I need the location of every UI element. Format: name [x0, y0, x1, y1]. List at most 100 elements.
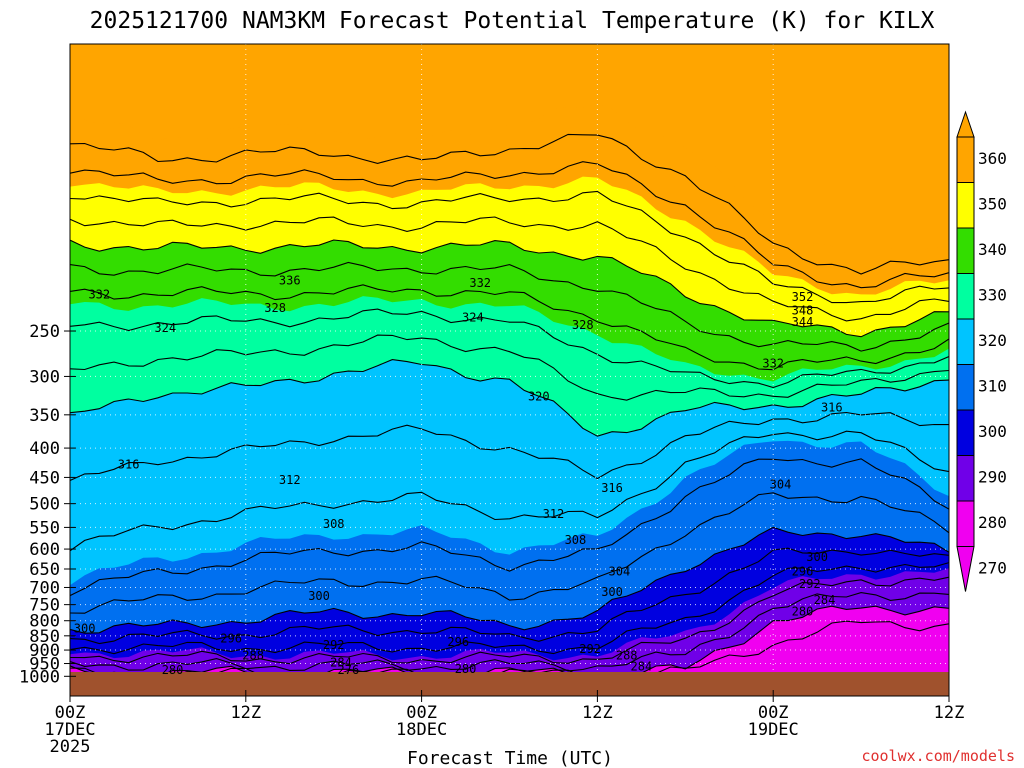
- colorbar-tick-label: 290: [978, 468, 1007, 487]
- contour-label: 300: [806, 550, 828, 564]
- contour-label: 288: [242, 649, 264, 663]
- colorbar-tick-label: 280: [978, 513, 1007, 532]
- isentrope-304: [70, 492, 949, 614]
- contour-label: 276: [338, 663, 360, 677]
- x-axis-label: Forecast Time (UTC): [407, 748, 613, 768]
- x-tick-label: 00Z: [406, 703, 437, 723]
- colorbar-bottom-arrow: [956, 546, 975, 592]
- x-tick-label: 00Z: [55, 703, 86, 723]
- contour-label: 292: [799, 577, 821, 591]
- y-tick-label: 350: [29, 406, 60, 426]
- contour-label: 348: [792, 303, 814, 317]
- isentrope-288: [70, 576, 949, 665]
- credit-text: coolwx.com/models: [861, 747, 1015, 765]
- colorbar-segment-320: [956, 273, 975, 320]
- isentrope-296: [70, 547, 949, 645]
- y-tick-label: 950: [29, 655, 60, 675]
- x-tick-label: 17DEC: [44, 720, 95, 740]
- y-tick-label: 600: [29, 540, 60, 560]
- y-tick-label: 850: [29, 627, 60, 647]
- contour-label: 300: [601, 585, 623, 599]
- contour-label: 316: [601, 481, 623, 495]
- chart-title: 2025121700 NAM3KM Forecast Potential Tem…: [90, 8, 935, 34]
- contour-label: 284: [631, 659, 653, 673]
- contour-label: 312: [543, 507, 565, 521]
- y-tick-label: 800: [29, 612, 60, 632]
- ground-surface: [70, 672, 949, 696]
- contour-label: 308: [323, 517, 345, 531]
- colorbar-tick-label: 360: [978, 149, 1007, 168]
- contour-label: 296: [220, 632, 242, 646]
- x-tick-label: 12Z: [230, 703, 261, 723]
- contour-label: 280: [792, 605, 814, 619]
- contour-label: 296: [792, 565, 814, 579]
- isentrope-344: [70, 216, 949, 322]
- x-tick-label: 19DEC: [748, 720, 799, 740]
- contour-label: 312: [279, 473, 301, 487]
- contour-label: 332: [88, 288, 110, 302]
- isentrope-332: [70, 284, 949, 371]
- isentrope-284: [70, 592, 949, 672]
- isentrope-312: [70, 430, 949, 552]
- contour-label: 328: [572, 318, 594, 332]
- contour-label: 320: [528, 389, 550, 403]
- y-tick-label: 550: [29, 518, 60, 538]
- colorbar: 360 350 340 330 320 310 300 290 280 270: [956, 110, 1007, 592]
- colorbar-segment-310: [956, 318, 975, 365]
- contour-label: 332: [762, 357, 784, 371]
- isentrope-336: [70, 261, 949, 352]
- contour-label: 304: [609, 564, 631, 578]
- contour-label: 284: [814, 593, 836, 607]
- colorbar-tick-label: 270: [978, 559, 1007, 578]
- contour-label: 352: [792, 290, 814, 304]
- colorbar-tick-label: 330: [978, 286, 1007, 305]
- contour-label: 316: [821, 401, 843, 415]
- contour-label: 300: [308, 589, 330, 603]
- y-tick-label: 250: [29, 322, 60, 342]
- x-tick-label: 2025: [50, 737, 91, 757]
- isentrope-292: [70, 562, 949, 655]
- x-tick-label: 18DEC: [396, 720, 447, 740]
- contour-label: 280: [162, 663, 184, 677]
- isentrope-308: [70, 458, 949, 597]
- y-axis: 2503003504004505005506006507007508008509…: [19, 322, 76, 687]
- colorbar-tick-label: 300: [978, 422, 1007, 441]
- contour-label: 300: [74, 621, 96, 635]
- contour-label: 308: [565, 533, 587, 547]
- colorbar-top-arrow: [956, 110, 975, 138]
- contour-label: 292: [579, 642, 601, 656]
- colorbar-segment-340: [956, 182, 975, 229]
- colorbar-segment-270: [956, 500, 975, 547]
- contour-label: 332: [469, 276, 491, 290]
- y-tick-label: 900: [29, 641, 60, 661]
- y-tick-label: 300: [29, 367, 60, 387]
- colorbar-segment-350: [956, 136, 975, 183]
- isentrope-300: [70, 526, 949, 634]
- y-tick-label: 450: [29, 468, 60, 488]
- contour-label: 304: [770, 478, 792, 492]
- contour-label: 284: [330, 655, 352, 669]
- isentrope-lines: [70, 133, 949, 682]
- contour-label: 316: [118, 457, 140, 471]
- y-tick-label: 650: [29, 560, 60, 580]
- isentrope-328: [70, 308, 949, 389]
- isentrope-320: [70, 359, 949, 437]
- contour-label: 344: [792, 315, 814, 329]
- isentrope-348: [70, 190, 949, 304]
- isentrope-316: [70, 411, 949, 482]
- colorbar-tick-label: 320: [978, 331, 1007, 350]
- contour-label: 292: [323, 638, 345, 652]
- y-tick-label: 400: [29, 439, 60, 459]
- colorbar-tick-label: 350: [978, 195, 1007, 214]
- y-tick-label: 500: [29, 495, 60, 515]
- contour-label: 288: [616, 649, 638, 663]
- x-tick-label: 12Z: [934, 703, 965, 723]
- x-tick-label: 00Z: [758, 703, 789, 723]
- isentrope-356: [70, 133, 949, 275]
- isentrope-340: [70, 239, 949, 338]
- colorbar-segment-280: [956, 455, 975, 502]
